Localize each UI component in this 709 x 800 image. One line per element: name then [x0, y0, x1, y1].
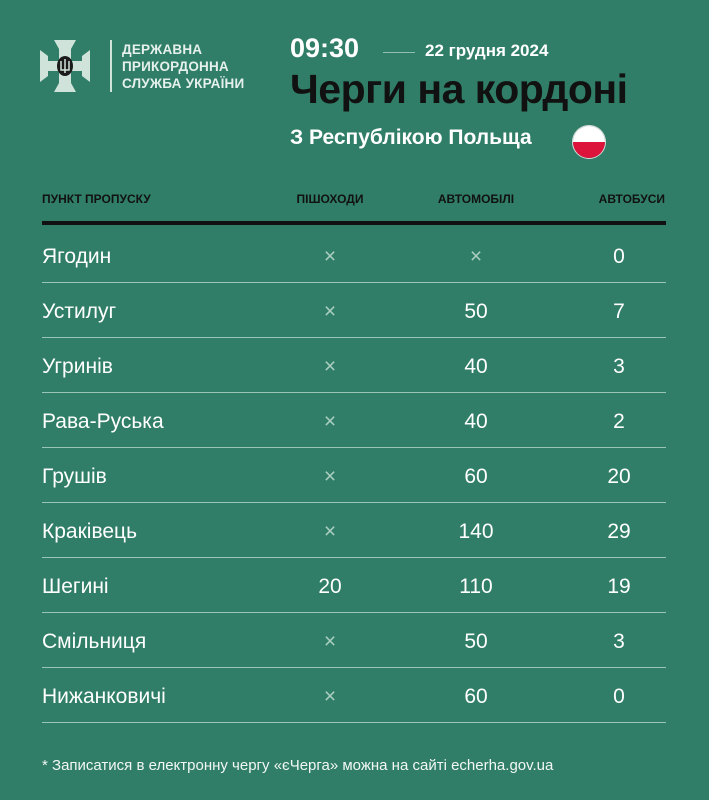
no-queue-icon: × [323, 465, 337, 488]
org-name: ДЕРЖАВНА ПРИКОРДОННА СЛУЖБА УКРАЇНИ [122, 41, 244, 92]
cars-value: 140 [458, 520, 494, 543]
no-queue-icon: × [323, 355, 337, 378]
buses-value: 3 [613, 355, 625, 378]
table-row: Нижанковичі × 60 0 [42, 668, 666, 723]
date: 22 грудня 2024 [425, 41, 549, 60]
no-queue-icon: × [323, 410, 337, 433]
buses-value: 0 [613, 685, 625, 708]
buses-value: 0 [613, 245, 625, 268]
checkpoint-name: Устилуг [42, 300, 117, 323]
cars-value: 40 [464, 410, 488, 433]
table-row: Рава-Руська × 40 2 [42, 393, 666, 448]
checkpoint-name: Шегині [42, 575, 109, 598]
org-line: ДЕРЖАВНА [122, 42, 203, 57]
table-row: Смільниця × 50 3 [42, 613, 666, 668]
checkpoint-name: Угринів [42, 355, 113, 378]
org-line: ПРИКОРДОННА [122, 59, 229, 74]
footnote: * Записатися в електронну чергу «єЧерга»… [42, 757, 554, 774]
header-rule [42, 221, 666, 225]
no-queue-icon: × [323, 520, 337, 543]
checkpoint-name: Грушів [42, 465, 107, 488]
checkpoint-name: Рава-Руська [42, 410, 164, 433]
buses-value: 7 [613, 300, 625, 323]
cars-value: 40 [464, 355, 488, 378]
column-header-checkpoint: ПУНКТ ПРОПУСКУ [42, 192, 151, 206]
table-row: Краківець × 140 29 [42, 503, 666, 558]
cars-value: 50 [464, 300, 488, 323]
checkpoint-name: Краківець [42, 520, 138, 543]
org-line: СЛУЖБА УКРАЇНИ [122, 76, 245, 91]
time: 09:30 [290, 33, 360, 63]
no-queue-icon: × [323, 300, 337, 323]
subtitle: З Республікою Польща [290, 126, 532, 149]
cars-value: 110 [459, 575, 493, 598]
no-queue-icon: × [323, 245, 337, 268]
buses-value: 29 [607, 520, 631, 543]
checkpoint-name: Смільниця [42, 630, 147, 653]
table-row: Угринів × 40 3 [42, 338, 666, 393]
separator [383, 52, 415, 53]
buses-value: 20 [607, 465, 631, 488]
divider [110, 40, 112, 92]
pedestrians-value: 20 [318, 575, 342, 598]
table-row: Шегині 20 110 19 [42, 558, 666, 613]
checkpoint-name: Ягодин [42, 245, 112, 268]
buses-value: 19 [607, 575, 631, 598]
no-queue-icon: × [469, 245, 483, 268]
no-queue-icon: × [323, 630, 337, 653]
cars-value: 60 [464, 465, 488, 488]
no-queue-icon: × [323, 685, 337, 708]
column-header-pedestrians: ПІШОХОДИ [296, 192, 364, 206]
buses-value: 3 [613, 630, 625, 653]
table-row: Ягодин × × 0 [42, 228, 666, 283]
border-guard-emblem-icon [40, 40, 90, 92]
page-title: Черги на кордоні [290, 66, 628, 112]
poland-flag-icon [572, 125, 606, 159]
checkpoint-name: Нижанковичі [42, 685, 166, 708]
cars-value: 60 [464, 685, 488, 708]
column-header-buses: АВТОБУСИ [598, 192, 665, 206]
table-row: Грушів × 60 20 [42, 448, 666, 503]
column-header-cars: АВТОМОБІЛІ [437, 192, 515, 206]
cars-value: 50 [464, 630, 488, 653]
buses-value: 2 [613, 410, 625, 433]
table-row: Устилуг × 50 7 [42, 283, 666, 338]
